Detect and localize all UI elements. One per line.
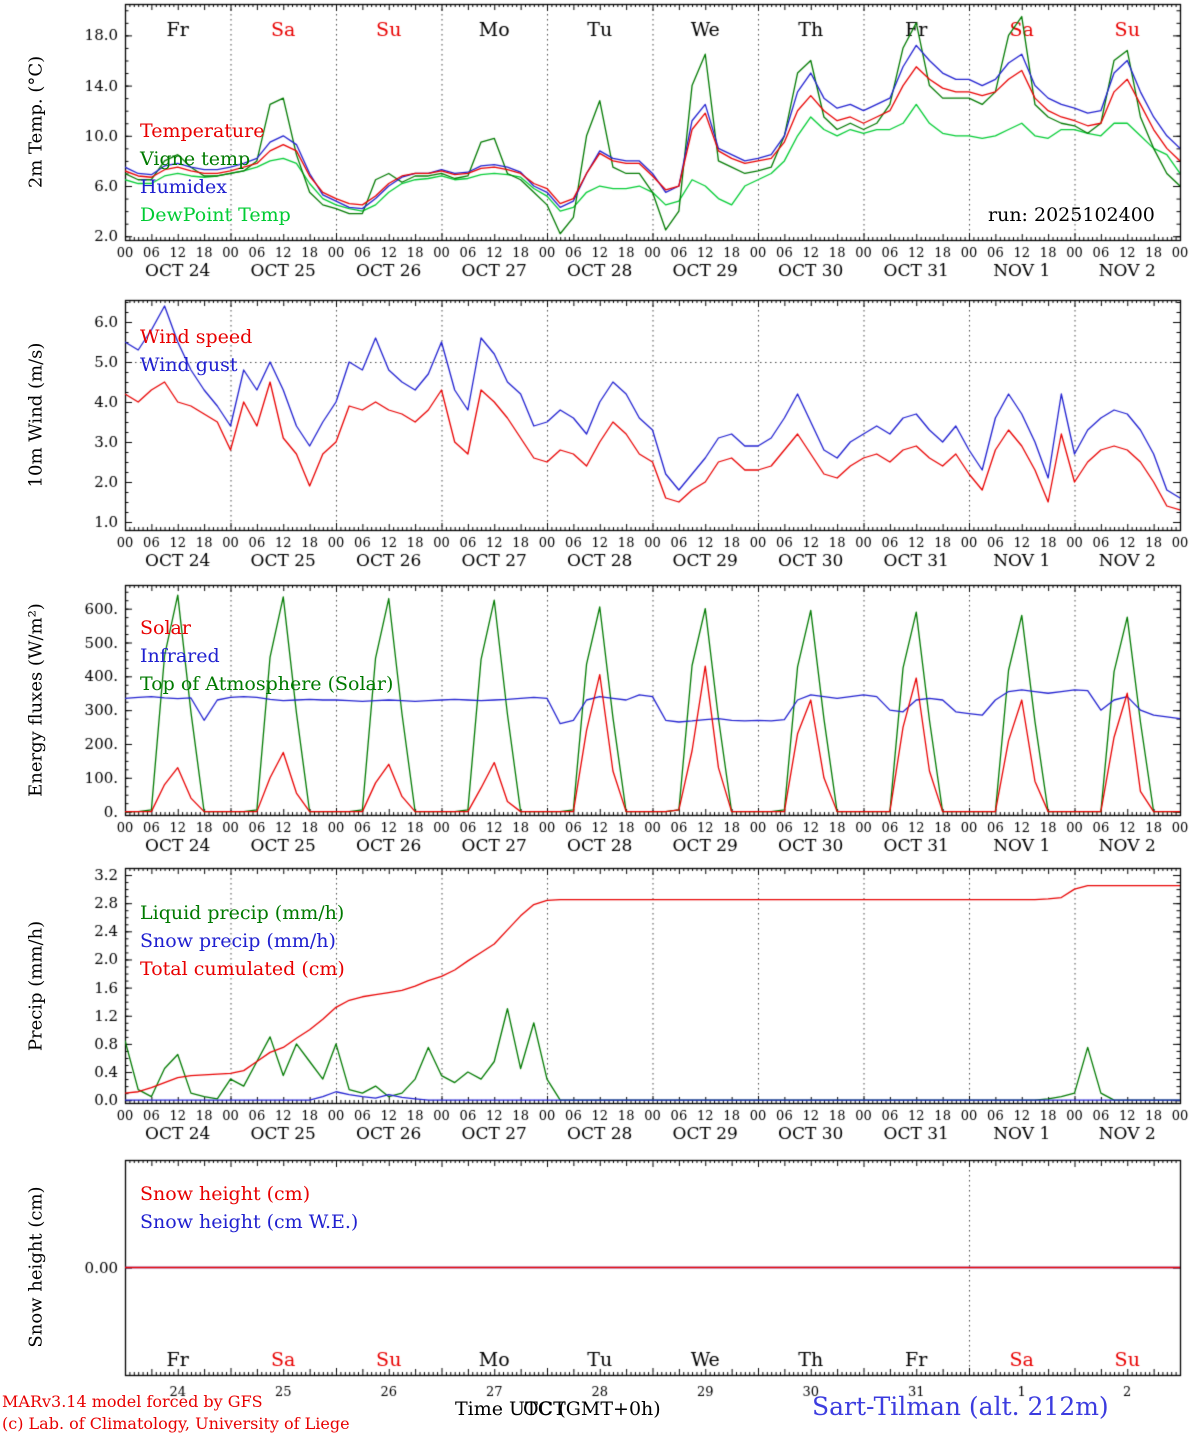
legend-toa-solar: Top of Atmosphere (Solar) (140, 673, 394, 695)
legend-vigne-temp: Vigne temp (140, 148, 251, 170)
legend-wind-speed: Wind speed (140, 326, 253, 348)
model-credit-line2: (c) Lab. of Climatology, University of L… (2, 1414, 350, 1433)
legend-snow-precip: Snow precip (mm/h) (140, 930, 336, 952)
legend-liquid-precip: Liquid precip (mm/h) (140, 902, 345, 924)
model-credit-line1: MARv3.14 model forced by GFS (2, 1392, 263, 1411)
legend-solar: Solar (140, 617, 191, 639)
legend-total-cumulated: Total cumulated (cm) (140, 958, 345, 980)
y-axis-title-snow-height: Snow height (cm) (25, 1186, 47, 1348)
x-axis-title: Time UTC (GMT+0h) (455, 1398, 661, 1420)
legend-infrared: Infrared (140, 645, 220, 667)
legend-wind-gust: Wind gust (140, 354, 238, 376)
y-axis-title-energy-flux: Energy fluxes (W/m²) (25, 603, 47, 797)
legend-humidex: Humidex (140, 176, 228, 198)
x-axis-month-overlay: OCT (523, 1398, 566, 1420)
legend-dewpoint-temp: DewPoint Temp (140, 204, 291, 226)
y-axis-title-2m-temp: 2m Temp. (°C) (25, 55, 47, 189)
y-axis-title-10m-wind: 10m Wind (m/s) (25, 342, 47, 488)
station-label: Sart-Tilman (alt. 212m) (812, 1392, 1109, 1421)
legend-snow-height-we: Snow height (cm W.E.) (140, 1211, 359, 1233)
run-label: run: 2025102400 (988, 204, 1155, 226)
legend-snow-height: Snow height (cm) (140, 1183, 311, 1205)
legend-temperature: Temperature (140, 120, 265, 142)
y-axis-title-precip: Precip (mm/h) (25, 920, 47, 1052)
